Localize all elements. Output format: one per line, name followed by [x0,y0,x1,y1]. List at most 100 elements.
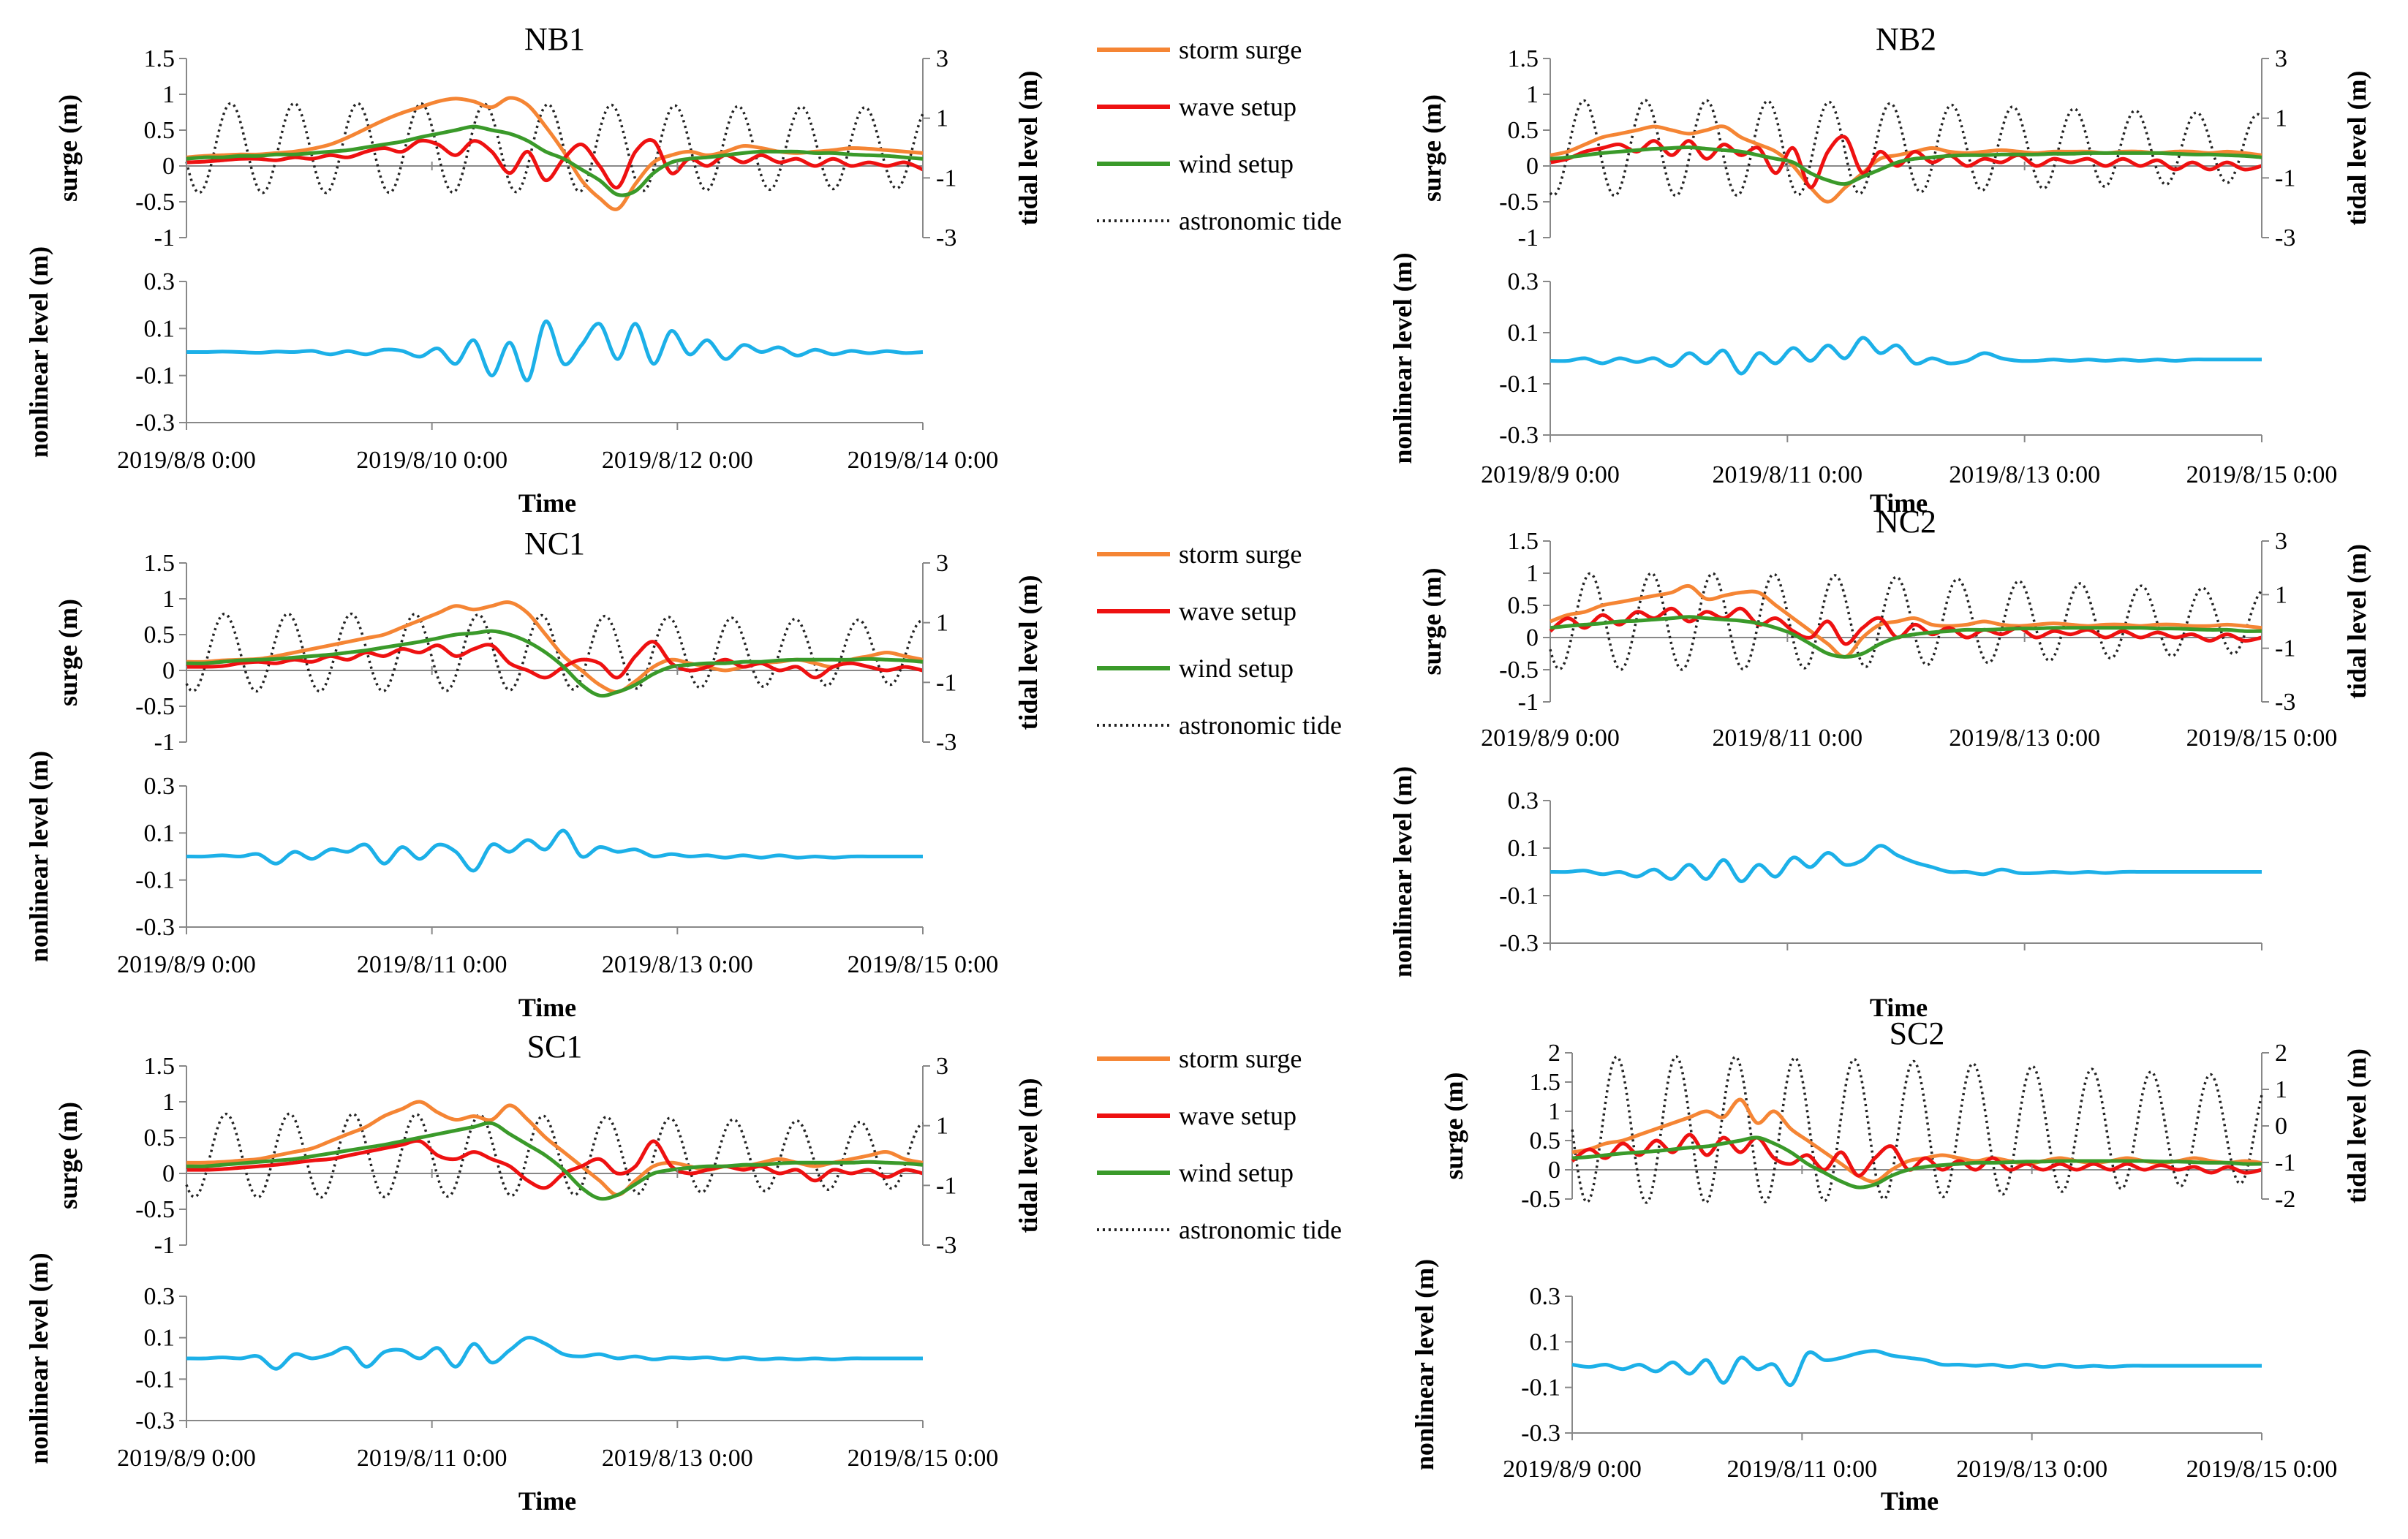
nonlinear-axis-title: nonlinear level (m) [24,246,53,458]
surge-y-tick-label: -1 [154,729,175,756]
x-tick-label: 2019/8/11 0:00 [357,951,507,978]
tide-y-tick-label: -3 [936,1232,956,1259]
nonlinear-y-tick-label: -0.1 [135,363,175,390]
surge-y-tick-label: 1 [1548,1098,1560,1125]
x-tick-label: 2019/8/9 0:00 [1503,1456,1642,1483]
x-tick-label: 2019/8/11 0:00 [1727,1456,1878,1483]
surge-y-tick-label: 1.5 [144,45,175,72]
wind-setup-line [186,629,924,698]
wave-setup-line [1549,606,2262,646]
legend-label: storm surge [1179,540,1302,569]
surge-y-tick-label: 1 [162,1089,175,1116]
surge-y-tick-label: 0.5 [1508,592,1539,619]
x-tick-label: 2019/8/9 0:00 [117,951,256,978]
surge-y-tick-label: -1 [1518,224,1539,252]
nonlinear-y-tick-label: -0.3 [1499,930,1539,957]
tide-axis-title: tidal level (m) [2342,71,2371,226]
surge-y-tick-label: 1 [162,81,175,108]
chart-title: NB2 [1876,21,1936,57]
chart-title: SC2 [1890,1016,1945,1051]
nonlinear-level-line [1571,1349,2262,1387]
surge-y-tick-label: 1.5 [1530,1069,1561,1096]
tide-y-tick-label: 2 [2275,1040,2287,1067]
astronomic-tide-line [1571,1055,2263,1204]
tide-y-tick-label: -3 [2275,689,2295,716]
nonlinear-axis-title: nonlinear level (m) [24,751,53,962]
wind-setup-line [186,1121,924,1201]
nonlinear-y-tick-label: -0.3 [135,914,175,941]
tide-y-tick-label: 1 [2275,581,2287,608]
tide-y-tick-label: -1 [2275,635,2295,662]
tide-y-tick-label: 3 [2275,528,2287,555]
x-axis-title: Time [518,1486,576,1516]
tide-axis-title: tidal level (m) [2342,544,2371,699]
surge-axis-title: surge (m) [1417,568,1446,676]
x-tick-label: 2019/8/14 0:00 [848,447,999,474]
legend-label: wave setup [1179,597,1297,626]
chart-title: NC1 [524,526,585,561]
nonlinear-y-tick-label: -0.1 [135,867,175,894]
nonlinear-axis-title: nonlinear level (m) [1410,1259,1439,1470]
tide-y-tick-label: -3 [2275,224,2295,252]
legend-label: astronomic tide [1179,206,1342,235]
tide-y-tick-label: -3 [936,729,956,756]
nonlinear-y-tick-label: -0.1 [1499,371,1539,398]
nonlinear-axis-title: nonlinear level (m) [24,1252,53,1464]
x-tick-label: 2019/8/8 0:00 [117,447,256,474]
tide-y-tick-label: 0 [2275,1113,2287,1140]
surge-y-tick-label: 1.5 [144,550,175,577]
nonlinear-y-tick-label: 0.1 [1508,319,1539,347]
x-tick-label: 2019/8/13 0:00 [1949,461,2100,488]
tide-axis-title: tidal level (m) [2342,1048,2371,1203]
astronomic-tide-line [1549,572,2263,671]
wind-setup-line [1550,145,2262,186]
x-axis-title: Time [518,488,576,518]
surge-y-tick-label: 1 [162,586,175,613]
tide-y-tick-label: -1 [936,165,956,192]
wave-setup-line [1571,1132,2262,1178]
x-tick-label: 2019/8/11 0:00 [1713,461,1863,488]
surge-y-tick-label: 1 [1526,560,1539,587]
surge-y-tick-label: 0.5 [144,621,175,649]
surge-y-tick-label: 0 [162,1160,175,1187]
x-tick-label: 2019/8/15 0:00 [848,1445,999,1472]
tide-y-tick-label: -1 [2275,1149,2295,1176]
tide-y-tick-label: -1 [936,1172,956,1199]
station-panel-nc2: NC2 1.5 1 0.5 0 -0.5 -1 3 1 -1 -3 surge (m) tidal le… [1388,504,2371,1022]
station-panel-nc1: NC1 1.5 1 0.5 0 -0.5 -1 3 1 -1 -3 surge (m) tidal le… [24,526,1043,1022]
nonlinear-y-tick-label: 0.1 [144,820,175,847]
legend-label: astronomic tide [1179,1215,1342,1244]
nonlinear-y-tick-label: -0.1 [1499,882,1539,910]
surge-axis-title: surge (m) [53,94,83,202]
surge-y-tick-label: 1 [1526,81,1539,108]
nonlinear-y-tick-label: -0.3 [1521,1420,1560,1447]
x-tick-label: 2019/8/9 0:00 [1481,461,1620,488]
surge-y-tick-label: -1 [154,224,175,252]
tide-y-tick-label: 1 [936,105,948,132]
nonlinear-axis-title: nonlinear level (m) [1388,252,1417,464]
legend-label: wind setup [1179,149,1294,178]
legend-label: wave setup [1179,1101,1297,1130]
x-axis-title: Time [1881,1486,1939,1516]
surge-y-tick-label: 1.5 [1508,45,1539,72]
tide-y-tick-label: 3 [936,550,948,577]
nonlinear-level-line [1550,844,2262,883]
tide-y-tick-label: -1 [936,669,956,696]
nonlinear-y-tick-label: 0.3 [144,773,175,800]
surge-y-tick-label: 0 [1526,624,1539,651]
surge-y-tick-label: -0.5 [1499,189,1539,216]
legend-3: storm surge wave setup wind setup astronomi… [1097,1044,1342,1244]
tide-y-tick-label: 1 [2275,105,2287,132]
surge-axis-title: surge (m) [1417,94,1446,202]
tide-axis-title: tidal level (m) [1014,71,1043,226]
nonlinear-level-line [186,1336,923,1371]
tide-y-tick-label: 3 [2275,45,2287,72]
surge-y-tick-label: 1.5 [1508,528,1539,555]
nonlinear-y-tick-label: 0.3 [144,1283,175,1310]
surge-y-tick-label: -1 [154,1232,175,1259]
surge-y-tick-label: 1.5 [144,1053,175,1080]
x-tick-label: 2019/8/9 0:00 [117,1445,256,1472]
storm-surge-line [1550,583,2262,659]
